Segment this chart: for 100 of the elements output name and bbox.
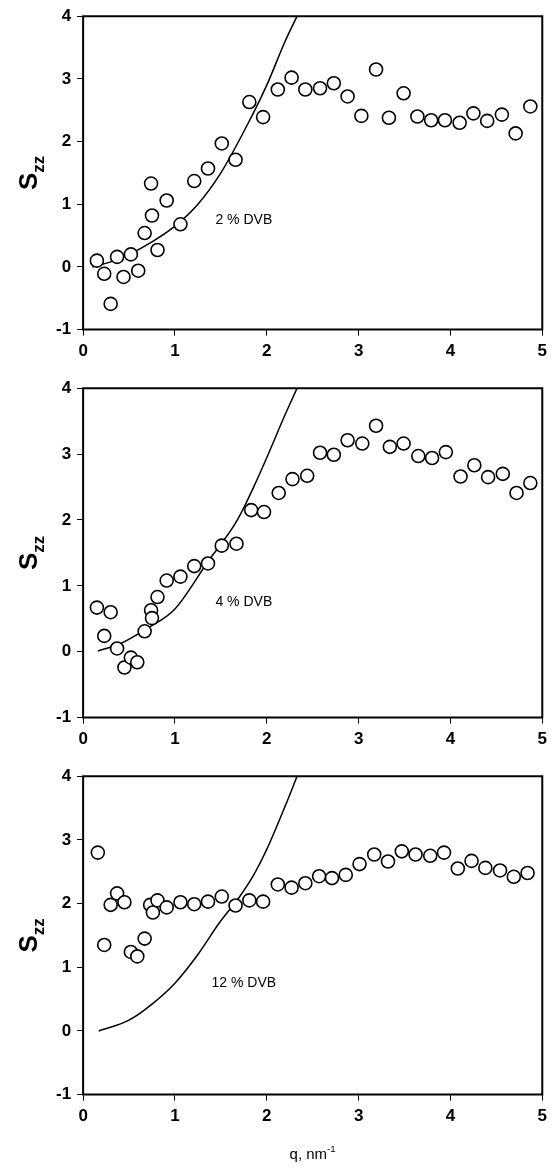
point	[520, 865, 535, 881]
point	[299, 468, 315, 484]
point	[130, 263, 146, 278]
point	[380, 854, 396, 869]
point	[173, 569, 188, 584]
y-tick-label: 4	[61, 377, 72, 397]
y-tick-label: 0	[61, 1020, 72, 1040]
point	[186, 173, 202, 189]
point	[130, 949, 145, 964]
point	[144, 208, 160, 223]
point	[354, 436, 370, 451]
point	[123, 247, 139, 262]
x-tick-label: 0	[78, 729, 88, 749]
annotation: 12 % DVB	[211, 974, 277, 991]
point	[338, 867, 354, 883]
point	[284, 880, 299, 895]
point	[492, 863, 508, 878]
point	[410, 109, 425, 124]
point	[116, 269, 131, 285]
y-axis-title: Szz	[13, 155, 48, 191]
point	[186, 896, 202, 912]
point	[436, 845, 452, 860]
point	[159, 900, 174, 915]
point	[214, 136, 230, 151]
point	[228, 152, 243, 168]
point	[173, 894, 188, 910]
point	[90, 845, 106, 860]
x-tick-label: 2	[262, 729, 272, 749]
annotation: 4 % DVB	[215, 593, 273, 610]
point	[324, 870, 340, 886]
point	[450, 861, 466, 876]
y-tick-label: 3	[61, 829, 72, 849]
y-tick-label: 3	[61, 443, 72, 463]
point	[200, 894, 216, 909]
point	[150, 589, 165, 605]
y-tick-label: 0	[61, 641, 72, 661]
point	[368, 62, 384, 77]
point	[137, 624, 152, 639]
x-tick-label: 4	[445, 1106, 456, 1126]
point	[312, 80, 328, 96]
point	[284, 70, 299, 85]
point	[103, 296, 118, 312]
point	[340, 89, 355, 104]
x-tick-label: 0	[78, 1106, 88, 1126]
point	[506, 869, 522, 885]
point	[340, 432, 355, 448]
point	[478, 860, 493, 876]
point	[89, 253, 105, 268]
point	[243, 502, 259, 518]
point	[508, 126, 523, 141]
point	[159, 573, 174, 588]
point	[354, 108, 369, 124]
point	[326, 75, 342, 91]
point	[394, 844, 410, 859]
point	[422, 848, 438, 864]
point	[144, 610, 160, 626]
point	[396, 436, 411, 451]
x-tick-label: 1	[170, 341, 180, 361]
point	[117, 894, 132, 910]
point	[408, 847, 423, 862]
x-tick-label: 2	[262, 1106, 272, 1126]
point	[285, 471, 300, 487]
x-tick-label: 1	[170, 1106, 180, 1126]
x-tick-label: 2	[262, 341, 272, 361]
point	[255, 109, 271, 125]
point	[229, 536, 244, 551]
point	[480, 469, 496, 485]
point	[150, 242, 165, 258]
x-tick-label: 3	[353, 341, 364, 361]
point	[326, 447, 342, 463]
y-tick-label: 0	[61, 256, 72, 276]
point	[150, 893, 165, 908]
point	[311, 868, 327, 884]
point	[256, 504, 272, 520]
y-tick-label: 1	[61, 956, 72, 976]
point	[200, 161, 216, 176]
x-tick-label: 5	[537, 729, 548, 749]
point	[242, 94, 257, 110]
x-tick-label: 5	[537, 341, 548, 361]
point	[467, 457, 482, 473]
x-tick-label: 5	[537, 1106, 548, 1126]
point	[437, 112, 453, 128]
y-tick-label: -1	[55, 1084, 72, 1104]
point	[523, 99, 538, 114]
point	[271, 485, 287, 501]
y-tick-label: 4	[61, 5, 72, 25]
point	[159, 193, 174, 208]
point	[495, 466, 511, 482]
point	[453, 469, 468, 484]
point	[298, 875, 313, 891]
point	[242, 893, 257, 908]
point	[137, 225, 152, 241]
point	[382, 439, 398, 455]
point	[96, 937, 112, 953]
point	[143, 176, 159, 191]
point	[438, 444, 454, 460]
point	[117, 660, 132, 675]
point	[214, 538, 230, 553]
point	[509, 485, 524, 501]
x-tick-label: 4	[445, 729, 456, 749]
